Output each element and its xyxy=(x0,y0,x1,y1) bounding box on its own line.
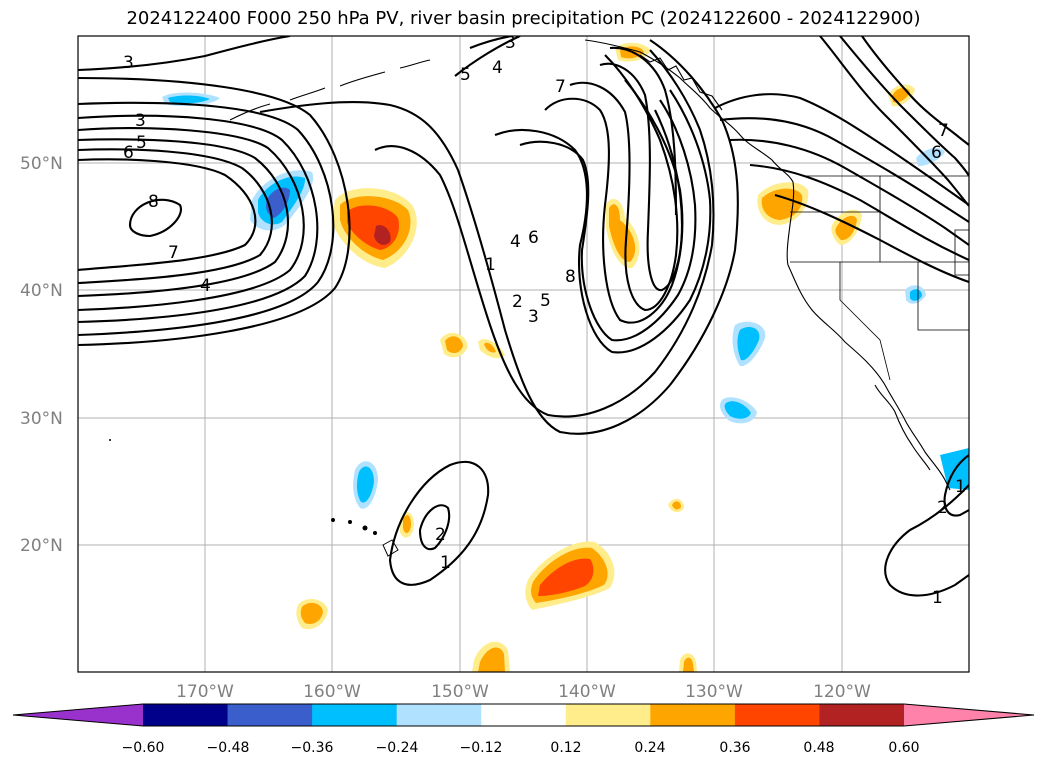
colorbar-tick-label: −0.48 xyxy=(207,740,250,756)
colorbar-tick-label: 0.12 xyxy=(550,740,581,756)
lat-label-20n: 20°N xyxy=(20,536,63,556)
pv-contour-subtropical-low-1 xyxy=(388,460,490,586)
map-panel: 3 3 5 4 7 3 5 6 8 7 4 4 6 1 2 5 3 8 7 6 … xyxy=(78,33,969,672)
pv-label: 3 xyxy=(123,53,134,73)
pv-label: 5 xyxy=(540,291,551,311)
colorbar-tick-label: −0.24 xyxy=(376,740,419,756)
colorbar-extend-high xyxy=(904,704,1034,726)
pv-label: 6 xyxy=(931,143,942,163)
colorbar-segment xyxy=(565,704,651,726)
lon-label-120w: 120°W xyxy=(813,682,871,702)
pv-label: 5 xyxy=(136,133,147,153)
pv-label: 5 xyxy=(460,65,471,85)
pv-label: 1 xyxy=(955,477,966,497)
pv-contour-trough-outer xyxy=(259,39,739,435)
pv-label: 7 xyxy=(555,77,566,97)
colorbar-tick-label: 0.36 xyxy=(719,740,750,756)
pv-label: 6 xyxy=(528,228,539,248)
map-frame xyxy=(77,35,970,673)
lon-label-140w: 140°W xyxy=(558,682,616,702)
precip-pc-shading xyxy=(162,42,969,672)
pv-label: 8 xyxy=(565,267,576,287)
pv-label: 6 xyxy=(123,143,134,163)
lat-label-50n: 50°N xyxy=(20,154,63,174)
colorbar-segment xyxy=(227,704,313,726)
lon-label-150w: 150°W xyxy=(431,682,489,702)
pv-label: 1 xyxy=(932,588,943,608)
longitude-labels: 170°W 160°W 150°W 140°W 130°W 120°W xyxy=(176,682,871,702)
pv-contour-8-dome xyxy=(128,198,183,238)
pv-label: 3 xyxy=(135,111,146,131)
colorbar-tick-label: 0.24 xyxy=(634,740,665,756)
pv-label: 2 xyxy=(435,525,446,545)
colorbar-ticks: −0.60 −0.48 −0.36 −0.24 −0.12 0.12 0.24 … xyxy=(122,740,920,756)
lat-label-30n: 30°N xyxy=(20,409,63,429)
pv-label: 2 xyxy=(937,498,948,518)
hawaii-big-island xyxy=(382,539,399,557)
pv-label: 4 xyxy=(200,276,211,296)
latitude-labels: 50°N 40°N 30°N 20°N xyxy=(20,154,63,556)
colorbar-segment xyxy=(819,704,905,726)
colorbar-segment xyxy=(481,704,567,726)
colorbar-outline xyxy=(12,703,1035,727)
colorbar-segment xyxy=(650,704,736,726)
colorbar-tick-label: −0.60 xyxy=(122,740,165,756)
colorbar-tick-label: −0.12 xyxy=(460,740,503,756)
pv-label: 8 xyxy=(148,192,159,212)
pv-label: 7 xyxy=(168,243,179,263)
pv-label: 2 xyxy=(512,292,523,312)
pv-label: 1 xyxy=(485,255,496,275)
colorbar xyxy=(12,703,1035,727)
pv-contour-subtropical-low-2 xyxy=(418,504,451,551)
coastline-baja xyxy=(874,384,931,471)
colorbar-extend-low xyxy=(13,704,143,726)
pv-label: 4 xyxy=(492,58,503,78)
pv-label: 1 xyxy=(440,553,451,573)
colorbar-segment xyxy=(396,704,482,726)
pv-contour-south-east-1 xyxy=(884,484,969,597)
coastline-north-america xyxy=(584,39,951,491)
pv-label: 3 xyxy=(505,33,516,53)
colorbar-segment xyxy=(312,704,398,726)
pv-label: 7 xyxy=(938,121,949,141)
colorbar-tick-label: −0.36 xyxy=(291,740,334,756)
pv-contour-labels: 3 3 5 4 7 3 5 6 8 7 4 4 6 1 2 5 3 8 7 6 … xyxy=(123,33,966,608)
pv-contour-7-western xyxy=(78,158,257,272)
pv-contours xyxy=(78,36,969,597)
lon-label-170w: 170°W xyxy=(176,682,234,702)
pv-label: 3 xyxy=(528,307,539,327)
lat-label-40n: 40°N xyxy=(20,281,63,301)
gridlines xyxy=(78,36,969,672)
colorbar-tick-label: 0.60 xyxy=(888,740,919,756)
lon-label-160w: 160°W xyxy=(303,682,361,702)
colorbar-segment xyxy=(734,704,820,726)
colorbar-tick-label: 0.48 xyxy=(803,740,834,756)
map-title: 2024122400 F000 250 hPa PV, river basin … xyxy=(126,8,921,29)
pv-contour-eastern-ridge xyxy=(819,36,969,207)
colorbar-segment xyxy=(143,704,229,726)
pv-label: 4 xyxy=(510,232,521,252)
map-background xyxy=(78,36,969,672)
hawaii-islands xyxy=(109,439,377,535)
lon-label-130w: 130°W xyxy=(685,682,743,702)
